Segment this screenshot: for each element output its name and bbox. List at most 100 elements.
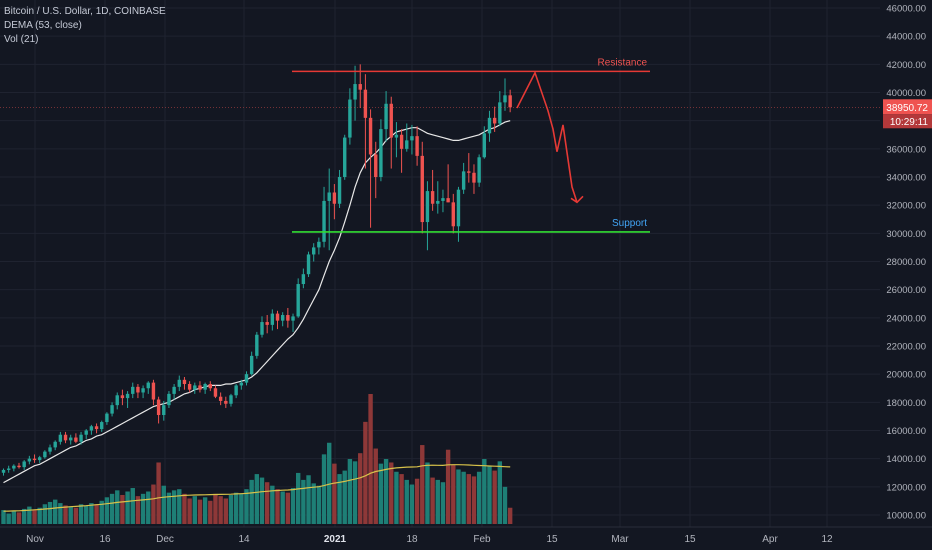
volume-bar	[197, 499, 203, 524]
dema-indicator-label[interactable]: DEMA (53, close)	[4, 20, 82, 31]
candle-body	[436, 200, 440, 204]
candle	[193, 382, 197, 394]
candle-body	[451, 202, 455, 227]
volume-bars	[1, 394, 513, 524]
volume-bar	[332, 463, 337, 524]
candle-body	[456, 189, 461, 227]
volume-bar	[223, 498, 229, 524]
candle-body	[296, 284, 300, 317]
volume-bar	[125, 491, 130, 524]
symbol-title[interactable]: Bitcoin / U.S. Dollar, 1D, COINBASE	[4, 6, 166, 17]
volume-indicator-label[interactable]: Vol (21)	[4, 34, 39, 45]
time-axis-background	[0, 527, 932, 550]
candle	[312, 243, 316, 262]
time-axis[interactable]: Nov 16 Dec 14 2021 18 Feb 15 Mar 15 Apr 12	[0, 526, 932, 550]
annotations: Resistance Support	[292, 57, 650, 233]
candle-body	[280, 315, 285, 321]
candle-body	[461, 171, 466, 190]
candle	[89, 424, 94, 435]
volume-bar	[285, 492, 291, 524]
price-tick-label: 26000.00	[886, 285, 926, 296]
volume-bar	[295, 472, 301, 524]
candle-body	[32, 458, 37, 461]
candle	[498, 91, 502, 127]
candle	[472, 164, 476, 194]
candle-body	[477, 157, 481, 183]
volume-bar	[166, 492, 172, 524]
candle-body	[94, 426, 99, 430]
candle-body	[244, 374, 249, 383]
volume-bar	[120, 494, 125, 524]
candle-body	[213, 388, 218, 397]
candle-body	[363, 89, 368, 118]
price-tick-label: 14000.00	[886, 454, 926, 465]
volume-bar	[492, 470, 497, 524]
candle-body	[27, 458, 32, 462]
candle	[379, 119, 383, 182]
projection-arrow-path[interactable]	[516, 70, 578, 203]
price-tick-label: 20000.00	[886, 370, 926, 381]
candle-body	[218, 396, 223, 401]
candle-body	[6, 468, 11, 470]
volume-bar	[445, 449, 451, 524]
candle	[100, 420, 104, 432]
volume-bar	[32, 510, 37, 524]
candle	[503, 78, 507, 111]
candle-body	[446, 198, 450, 203]
volume-bar	[363, 421, 368, 524]
candle	[394, 122, 399, 158]
candle	[286, 307, 290, 328]
candle-body	[306, 254, 311, 275]
candle	[203, 382, 207, 394]
candle	[451, 193, 455, 234]
candle	[187, 381, 192, 393]
candle-body	[482, 133, 487, 158]
volume-bar	[94, 504, 99, 524]
candle-body	[79, 434, 83, 442]
volume-bar	[161, 485, 166, 524]
price-tick-label: 24000.00	[886, 313, 926, 324]
candle-body	[89, 426, 94, 431]
candle	[327, 168, 331, 251]
time-tick-label: 12	[821, 534, 833, 545]
candle-body	[399, 134, 404, 149]
volume-bar	[337, 474, 342, 524]
time-tick-label: 18	[406, 534, 418, 545]
candle	[270, 309, 275, 331]
candle	[120, 389, 125, 406]
candle	[265, 315, 269, 334]
volume-bar	[1, 510, 6, 524]
candle-body	[472, 172, 476, 183]
volume-bar	[156, 462, 161, 524]
volume-bar	[399, 474, 404, 524]
volume-bar	[192, 496, 197, 524]
volume-bar	[507, 507, 513, 524]
volume-bar	[63, 505, 68, 524]
volume-bar	[171, 490, 177, 524]
candle-body	[208, 384, 212, 389]
candle-body	[317, 241, 321, 248]
candle-body	[162, 405, 166, 416]
candle	[58, 431, 63, 445]
price-tick-label: 36000.00	[886, 144, 926, 155]
candle-body	[48, 447, 52, 452]
candle	[43, 450, 47, 459]
time-tick-label: 2021	[324, 534, 347, 545]
candle-body	[327, 192, 331, 201]
candle	[332, 184, 337, 220]
volume-bar	[482, 459, 487, 524]
candle-body	[270, 313, 275, 325]
time-tick-label: 14	[238, 534, 250, 545]
volume-bar	[316, 485, 322, 524]
candle-body	[74, 437, 78, 442]
candle-body	[425, 191, 430, 223]
support-label: Support	[612, 218, 647, 229]
volume-bar	[430, 477, 435, 524]
volume-bar	[27, 506, 32, 524]
volume-bar	[327, 442, 332, 524]
candle-body	[332, 192, 337, 204]
price-tick-label: 12000.00	[886, 482, 926, 493]
price-tick-label: 46000.00	[886, 4, 926, 15]
